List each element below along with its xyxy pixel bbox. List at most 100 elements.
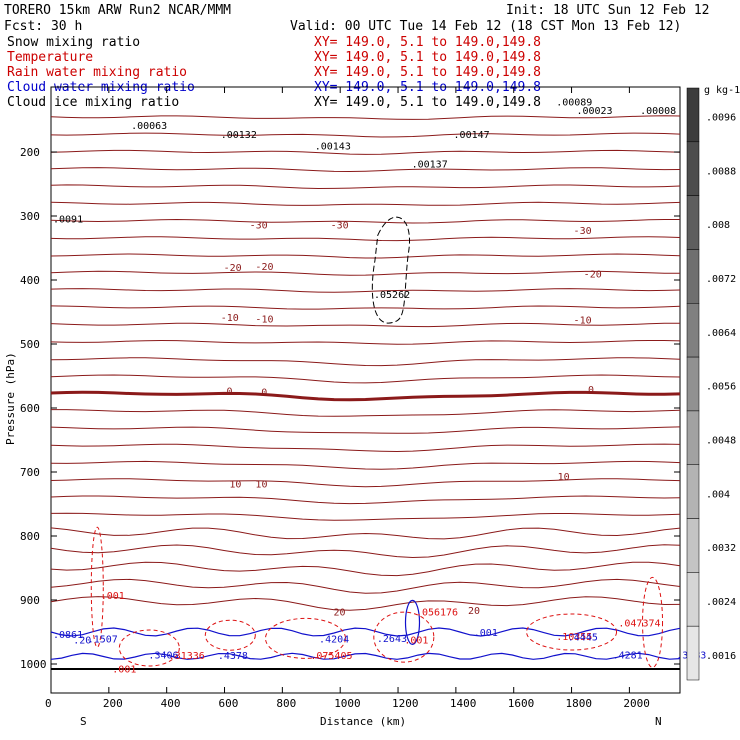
colorbar-swatch xyxy=(686,625,700,681)
temperature-contour xyxy=(50,305,681,310)
temperature-label: 10 xyxy=(255,480,267,491)
x-tick-label: 600 xyxy=(219,697,239,710)
colorbar-swatch xyxy=(686,303,700,358)
temperature-contour xyxy=(50,184,681,190)
snow-contour xyxy=(371,216,410,324)
rain-water-contour xyxy=(90,526,104,648)
temperature-label: 0 xyxy=(588,385,594,396)
temperature-contour xyxy=(50,478,681,488)
cloud-water-contours xyxy=(50,599,681,660)
temperature-contour xyxy=(50,253,681,259)
colorbar-swatch xyxy=(686,249,700,304)
rain-label: .047374 xyxy=(618,618,660,629)
temperature-contours xyxy=(50,115,681,611)
field-temp-xy: XY= 149.0, 5.1 to 149.0,149.8 xyxy=(314,50,541,65)
cloud-label: .4445 xyxy=(568,632,598,643)
temperature-label: -30 xyxy=(331,220,349,231)
rain-water-contour xyxy=(264,617,346,659)
ice-maximum-label: .0091 xyxy=(53,215,83,226)
colorbar-swatch xyxy=(686,464,700,519)
field-rain-label: Rain water mixing ratio xyxy=(7,65,187,80)
colorbar-swatch xyxy=(686,356,700,412)
header-valid: Valid: 00 UTC Tue 14 Feb 12 (18 CST Mon … xyxy=(290,19,681,34)
temperature-label: -10 xyxy=(574,316,592,327)
colorbar-swatch xyxy=(686,518,700,573)
ice-maximum-label: .00063 xyxy=(131,121,167,132)
temperature-contour xyxy=(50,426,681,434)
rain-water-contour xyxy=(118,629,180,667)
temperature-contour xyxy=(50,339,681,345)
temperature-contour xyxy=(50,288,681,293)
rain-label: .075405 xyxy=(310,651,352,662)
temperature-contour xyxy=(50,544,681,559)
y-tick-label: 700 xyxy=(20,466,40,479)
cloud-label: .4204 xyxy=(319,634,349,645)
temperature-contour xyxy=(50,495,681,505)
temperature-label: -30 xyxy=(574,226,592,237)
cloud-label: .1507 xyxy=(88,634,118,645)
temperature-contour xyxy=(50,596,681,611)
snow-maximum-label: .05262 xyxy=(374,290,410,301)
temperature-contour xyxy=(50,357,681,367)
rain-label: .001 xyxy=(101,591,125,602)
colorbar-tick-label: .0056 xyxy=(706,382,736,393)
cloud-label: .0861 xyxy=(53,630,83,641)
rain-water-contour xyxy=(642,576,664,668)
x-tick-label: 1000 xyxy=(334,697,361,710)
x-tick-label: 400 xyxy=(161,697,181,710)
cloud-label: .2643 xyxy=(377,634,407,645)
temperature-contour xyxy=(50,390,681,402)
temperature-label: -30 xyxy=(250,220,268,231)
cloud-water-contour xyxy=(404,599,421,646)
temperature-label: -20 xyxy=(224,263,242,274)
ice-maximum-label: .00147 xyxy=(454,130,490,141)
x-end-label-south: S xyxy=(80,715,87,728)
colorbar-unit: g kg-1 xyxy=(704,85,740,96)
ice-maximum-label: .00137 xyxy=(412,160,448,171)
x-tick-label: 200 xyxy=(103,697,123,710)
ice-maximum-label: .00132 xyxy=(221,130,257,141)
temperature-label: 10 xyxy=(229,480,241,491)
cloud-water-contour xyxy=(50,652,681,660)
y-tick-label: 200 xyxy=(20,146,40,159)
colorbar: .0096 .0088 .008 .0072 .0064 .0056 .0048 .004 .0… xyxy=(686,87,736,681)
x-axis-label: Distance (km) xyxy=(320,715,406,728)
colorbar-tick-label: .0072 xyxy=(706,274,736,285)
header-model: TORERO 15km ARW Run2 NCAR/MMM xyxy=(4,3,231,18)
temperature-label: 10 xyxy=(558,472,570,483)
temperature-contour xyxy=(50,270,681,276)
temperature-contour xyxy=(50,561,681,577)
rain-water-contour xyxy=(204,619,256,651)
y-tick-label: 800 xyxy=(20,530,40,543)
cloud-label: .20 xyxy=(73,636,91,647)
colorbar-tick-label: .0064 xyxy=(706,328,736,339)
colorbar-tick-label: .004 xyxy=(706,489,730,500)
y-tick-label: 1000 xyxy=(20,658,47,671)
cloud-label: .4378 xyxy=(218,651,248,662)
cloud-label: .4281 xyxy=(613,650,643,661)
x-tick-label: 0 xyxy=(45,697,52,710)
y-tick-label: 900 xyxy=(20,594,40,607)
x-tick-label: 800 xyxy=(276,697,296,710)
plot-frame xyxy=(50,86,681,694)
rain-label: .001 xyxy=(112,664,136,675)
rain-label: .001 xyxy=(404,636,428,647)
ice-maximum-label: .00143 xyxy=(315,142,351,153)
rain-water-contours xyxy=(90,526,664,668)
field-rain-xy: XY= 149.0, 5.1 to 149.0,149.8 xyxy=(314,65,541,80)
colorbar-swatch xyxy=(686,87,700,143)
temperature-contour xyxy=(50,132,681,138)
temperature-contour xyxy=(50,443,681,453)
colorbar-swatch xyxy=(686,141,700,196)
field-ice-xy: XY= 149.0, 5.1 to 149.0,149.8 xyxy=(314,95,541,110)
temperature-contour xyxy=(50,527,681,540)
y-tick-label: 500 xyxy=(20,338,40,351)
cloud-label: .3406 xyxy=(148,650,178,661)
colorbar-tick-label: .0048 xyxy=(706,436,736,447)
field-temp-label: Temperature xyxy=(7,50,93,65)
colorbar-tick-label: .0032 xyxy=(706,543,736,554)
colorbar-swatch xyxy=(686,572,700,627)
colorbar-tick-label: .0024 xyxy=(706,597,736,608)
header-forecast: Fcst: 30 h xyxy=(4,19,82,34)
